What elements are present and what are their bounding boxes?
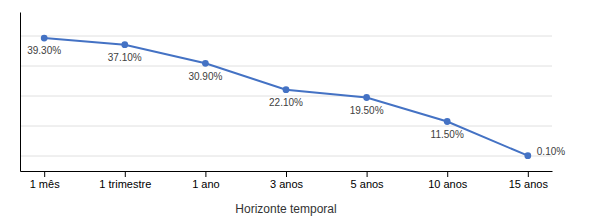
x-tick-mark	[44, 171, 45, 177]
x-tick-label: 10 anos	[428, 178, 468, 190]
x-tick: 1 trimestre	[99, 171, 151, 190]
x-tick: 1 ano	[192, 171, 220, 190]
plot: 1 mês 1 trimestre 1 ano 3 anos 5 anos 10 anos…	[20, 13, 565, 190]
x-tick-mark	[205, 171, 206, 177]
x-tick: 10 anos	[428, 171, 468, 190]
data-label: 19.50%	[350, 105, 384, 116]
grid-line	[20, 36, 552, 37]
x-tick-label: 1 mês	[30, 178, 60, 190]
data-label: 37.10%	[108, 52, 142, 63]
point	[524, 152, 531, 159]
data-label: 11.50%	[431, 129, 464, 140]
x-tick-mark	[125, 171, 126, 177]
x-tick-label: 5 anos	[351, 178, 385, 190]
x-tick: 15 anos	[509, 171, 549, 190]
grid-line	[20, 126, 552, 127]
grid-line	[20, 66, 552, 67]
point	[444, 118, 451, 125]
point	[41, 35, 48, 42]
data-label: 0.10%	[537, 146, 565, 157]
x-axis: 1 mês 1 trimestre 1 ano 3 anos 5 anos 10 anos…	[21, 171, 553, 190]
data-label: 39.30%	[27, 45, 61, 56]
x-tick-mark	[367, 171, 368, 177]
chart: 1 mês 1 trimestre 1 ano 3 anos 5 anos 10 anos…	[0, 0, 600, 221]
x-tick: 5 anos	[351, 171, 385, 190]
x-tick-label: 1 ano	[192, 178, 220, 190]
data-labels: 39.30% 37.10% 30.90% 22.10% 19.50% 11.50% 0.10…	[27, 45, 565, 157]
x-tick-label: 1 trimestre	[99, 178, 151, 190]
point	[202, 60, 209, 67]
x-tick-label: 3 anos	[270, 178, 304, 190]
y-axis	[20, 13, 21, 172]
x-axis-title: Horizonte temporal	[235, 202, 336, 216]
data-label: 30.90%	[188, 71, 222, 82]
y-axis-line	[20, 13, 21, 172]
grid-line	[20, 156, 552, 157]
x-tick-label: 15 anos	[509, 178, 549, 190]
x-tick: 1 mês	[30, 171, 60, 190]
x-tick-mark	[528, 171, 529, 177]
data-label: 22.10%	[269, 97, 303, 108]
grid	[20, 36, 552, 156]
point	[363, 94, 370, 101]
point	[283, 86, 290, 93]
marks	[41, 35, 531, 159]
point	[121, 41, 128, 48]
x-tick-mark	[447, 171, 448, 177]
x-tick-mark	[286, 171, 287, 177]
x-tick: 3 anos	[270, 171, 304, 190]
line	[44, 38, 528, 156]
